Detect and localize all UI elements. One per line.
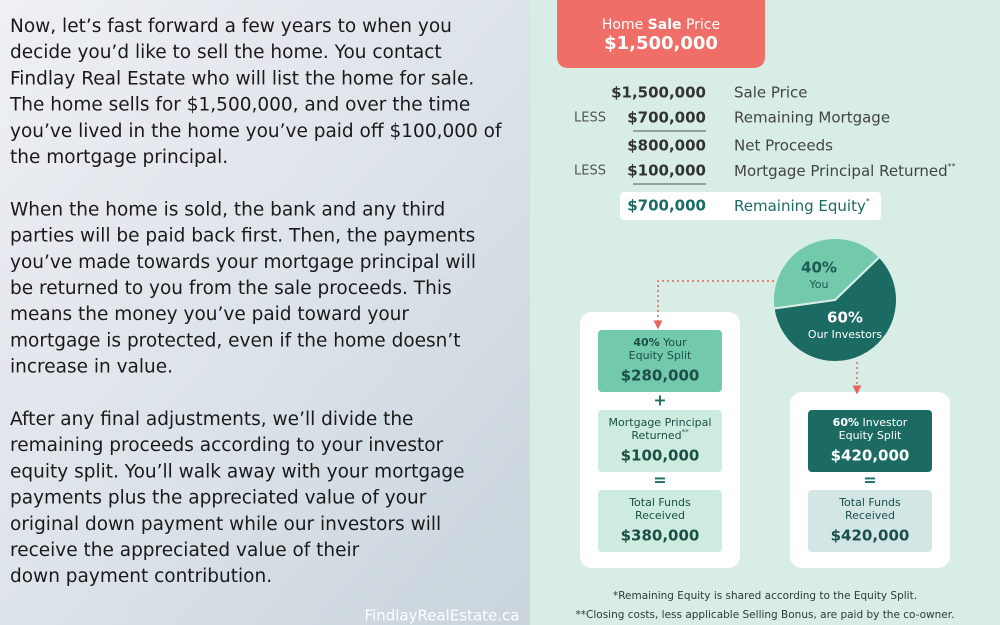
paragraph-line: parties will be paid back first. Then, t…: [10, 226, 475, 247]
paragraph-line: remaining proceeds according to your inv…: [10, 435, 444, 456]
price-tab: [557, 0, 765, 68]
box-caption-text: Received: [635, 509, 685, 522]
paragraph-line: payments plus the appreciated value of y…: [10, 488, 427, 509]
box-lead: 60%: [833, 416, 859, 429]
result-amount: $700,000: [627, 197, 706, 215]
box-caption: Equity Split: [629, 349, 692, 362]
ledger-amount: $800,000: [627, 137, 706, 155]
box-caption: 60% Investor: [833, 416, 908, 429]
paragraph-line: mortgage is protected, even if the home …: [10, 330, 461, 351]
box-caption-text: Your: [662, 336, 687, 349]
ledger-label: Net Proceeds: [734, 137, 833, 155]
paragraph-line: Now, let’s fast forward a few years to w…: [10, 16, 452, 37]
box-caption-text: Total Funds: [628, 496, 691, 509]
box-amount: $380,000: [621, 527, 700, 545]
price-amount: $1,500,000: [604, 33, 718, 54]
footnote-mark: **: [948, 162, 956, 171]
amount-box: [598, 410, 722, 472]
box-caption: Received: [635, 509, 685, 522]
operator: =: [653, 471, 666, 490]
paragraph-line: the mortgage principal.: [10, 147, 228, 168]
box-amount: $100,000: [621, 447, 700, 465]
box-caption: Received: [845, 509, 895, 522]
box-caption-text: Returned: [631, 429, 681, 442]
box-caption-text: Received: [845, 509, 895, 522]
footnote-mark: **: [682, 428, 690, 436]
price-label-part: Price: [686, 17, 720, 33]
ledger-label-text: Mortgage Principal Returned: [734, 162, 948, 180]
box-caption-text: Mortgage Principal: [609, 416, 712, 429]
pie-name: You: [809, 278, 829, 291]
footnote: **Closing costs, less applicable Selling…: [576, 609, 955, 621]
paragraph-line: you’ve made towards your mortgage princi…: [10, 252, 476, 273]
content: Now, let’s fast forward a few years to w…: [9, 16, 956, 625]
paragraph-line: increase in value.: [10, 357, 173, 378]
pie-slice: [772, 237, 882, 310]
price-label-part: Home: [602, 17, 643, 33]
pie-name: Our Investors: [808, 328, 882, 341]
ledger-label: Remaining Mortgage: [734, 109, 890, 127]
box-amount: $280,000: [621, 367, 700, 385]
box-caption: Mortgage Principal: [609, 416, 712, 429]
paragraph-line: decide you’d like to sell the home. You …: [10, 42, 442, 63]
operator: =: [863, 471, 876, 490]
footnote: *Remaining Equity is shared according to…: [613, 590, 917, 602]
amount-box: [598, 330, 722, 392]
box-caption: Equity Split: [839, 429, 902, 442]
box-amount: $420,000: [831, 527, 910, 545]
result-label-text: Remaining Equity: [734, 197, 866, 215]
ledger-amount: $1,500,000: [611, 84, 706, 102]
paragraph-line: When the home is sold, the bank and any …: [10, 199, 445, 220]
ledger-label: Mortgage Principal Returned**: [734, 162, 956, 180]
price-label-part: Sale: [648, 17, 682, 33]
footnote-mark: *: [866, 197, 870, 206]
connector: [653, 280, 774, 330]
ledger-amount: $100,000: [627, 162, 706, 180]
box-caption: Returned**: [631, 428, 689, 442]
less-label: LESS: [574, 164, 606, 179]
result-box: [620, 192, 881, 220]
paragraph-line: original down payment while our investor…: [10, 514, 441, 535]
amount-box: [598, 490, 722, 552]
box-lead: 40%: [633, 336, 659, 349]
box-caption-text: Total Funds: [838, 496, 901, 509]
paragraph-line: After any final adjustments, we’ll divid…: [10, 409, 413, 430]
paragraph-line: Findlay Real Estate who will list the ho…: [10, 68, 474, 89]
left-panel: [0, 0, 530, 625]
site-url: FindlayRealEstate.ca: [365, 607, 520, 625]
box-caption-text: Investor: [863, 416, 908, 429]
amount-box: [808, 410, 932, 472]
box-amount: $420,000: [831, 447, 910, 465]
price-label: Home Sale Price: [602, 17, 720, 33]
box-caption: 40% Your: [633, 336, 687, 349]
box-caption-text: Equity Split: [839, 429, 902, 442]
ledger-amount: $700,000: [627, 109, 706, 127]
box-caption-text: Equity Split: [629, 349, 692, 362]
paragraph-line: down payment contribution.: [10, 566, 272, 587]
paragraph-line: you’ve lived in the home you’ve paid off…: [10, 121, 502, 142]
box-caption: Total Funds: [628, 496, 691, 509]
paragraph-line: receive the appreciated value of their: [10, 540, 360, 561]
paragraph-line: The home sells for $1,500,000, and over …: [9, 95, 470, 116]
result-label: Remaining Equity*: [734, 197, 870, 215]
amount-box: [808, 490, 932, 552]
operator: +: [653, 391, 666, 410]
less-label: LESS: [574, 111, 606, 126]
box-caption: Total Funds: [838, 496, 901, 509]
ledger-label: Sale Price: [734, 84, 807, 102]
paragraph-line: equity split. You’ll walk away with your…: [10, 461, 465, 482]
pie-slice: [772, 255, 898, 363]
pie-value-label: 60%: [827, 309, 863, 327]
paragraph-line: be returned to you from the sale proceed…: [10, 278, 452, 299]
pie-value-label: 40%: [801, 259, 837, 277]
paragraph-line: means the money you’ve paid toward your: [10, 304, 409, 325]
